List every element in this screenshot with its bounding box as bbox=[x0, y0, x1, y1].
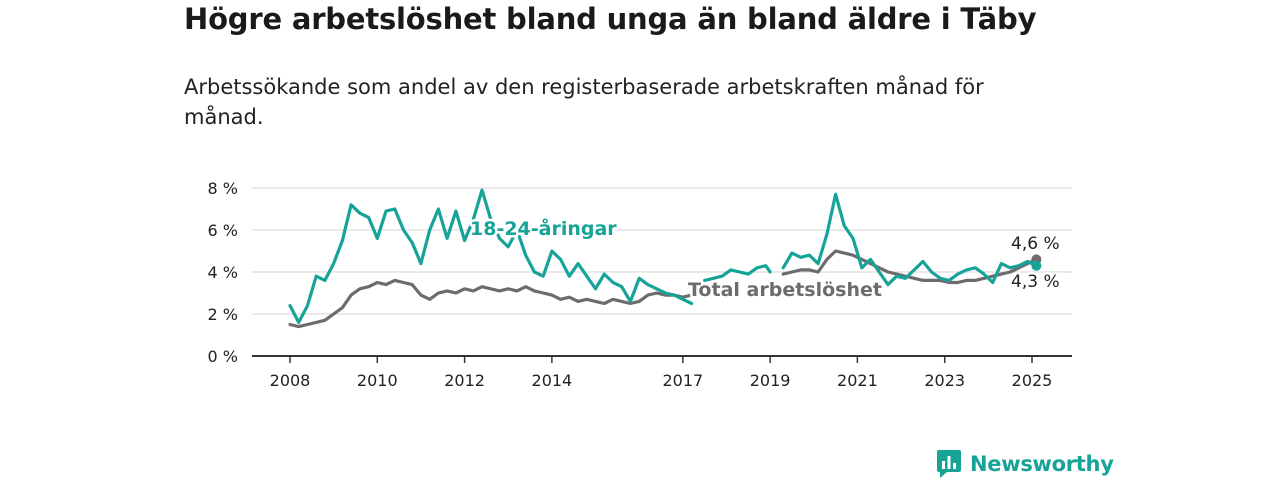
series-line bbox=[288, 278, 694, 329]
series-end-point bbox=[1031, 260, 1042, 271]
x-tick-label: 2021 bbox=[837, 371, 878, 390]
newsworthy-logo: Newsworthy bbox=[936, 449, 1114, 479]
x-tick-label: 2025 bbox=[1012, 371, 1053, 390]
chart-title: Högre arbetslöshet bland unga än bland ä… bbox=[184, 2, 1037, 36]
series-line bbox=[288, 188, 694, 324]
series-line bbox=[703, 264, 772, 282]
x-tick-label: 2008 bbox=[270, 371, 311, 390]
y-axis-ticks: 0 % 2 % 4 % 6 % 8 % bbox=[208, 179, 238, 366]
series-label-total: Total arbetslöshet bbox=[688, 279, 882, 301]
series-labels: 18-24-åringar Total arbetslöshet 4,6 % 4,3 … bbox=[468, 214, 1063, 304]
x-axis: 2008 2010 2012 2014 2017 2019 2021 2023 2025 bbox=[252, 355, 1072, 390]
series-lines bbox=[288, 188, 1042, 329]
y-tick-label: 2 % bbox=[208, 305, 238, 324]
y-tick-label: 8 % bbox=[208, 179, 238, 198]
end-label-youth: 4,3 % bbox=[1011, 272, 1060, 292]
series-label-youth: 18-24-åringar bbox=[470, 216, 617, 240]
end-label-total: 4,6 % bbox=[1011, 234, 1060, 254]
x-tick-label: 2014 bbox=[532, 371, 573, 390]
newsworthy-logo-icon bbox=[937, 450, 961, 478]
brand-name: Newsworthy bbox=[970, 452, 1114, 476]
y-tick-label: 0 % bbox=[208, 347, 238, 366]
chart-subtitle: Arbetssökande som andel av den registerb… bbox=[184, 75, 984, 129]
x-tick-label: 2010 bbox=[357, 371, 398, 390]
x-tick-label: 2017 bbox=[662, 371, 703, 390]
x-tick-label: 2023 bbox=[924, 371, 965, 390]
gridlines bbox=[252, 187, 1072, 315]
x-tick-label: 2012 bbox=[444, 371, 485, 390]
series-line bbox=[781, 192, 1038, 287]
x-tick-label: 2019 bbox=[750, 371, 791, 390]
y-tick-label: 6 % bbox=[208, 221, 238, 240]
y-tick-label: 4 % bbox=[208, 263, 238, 282]
